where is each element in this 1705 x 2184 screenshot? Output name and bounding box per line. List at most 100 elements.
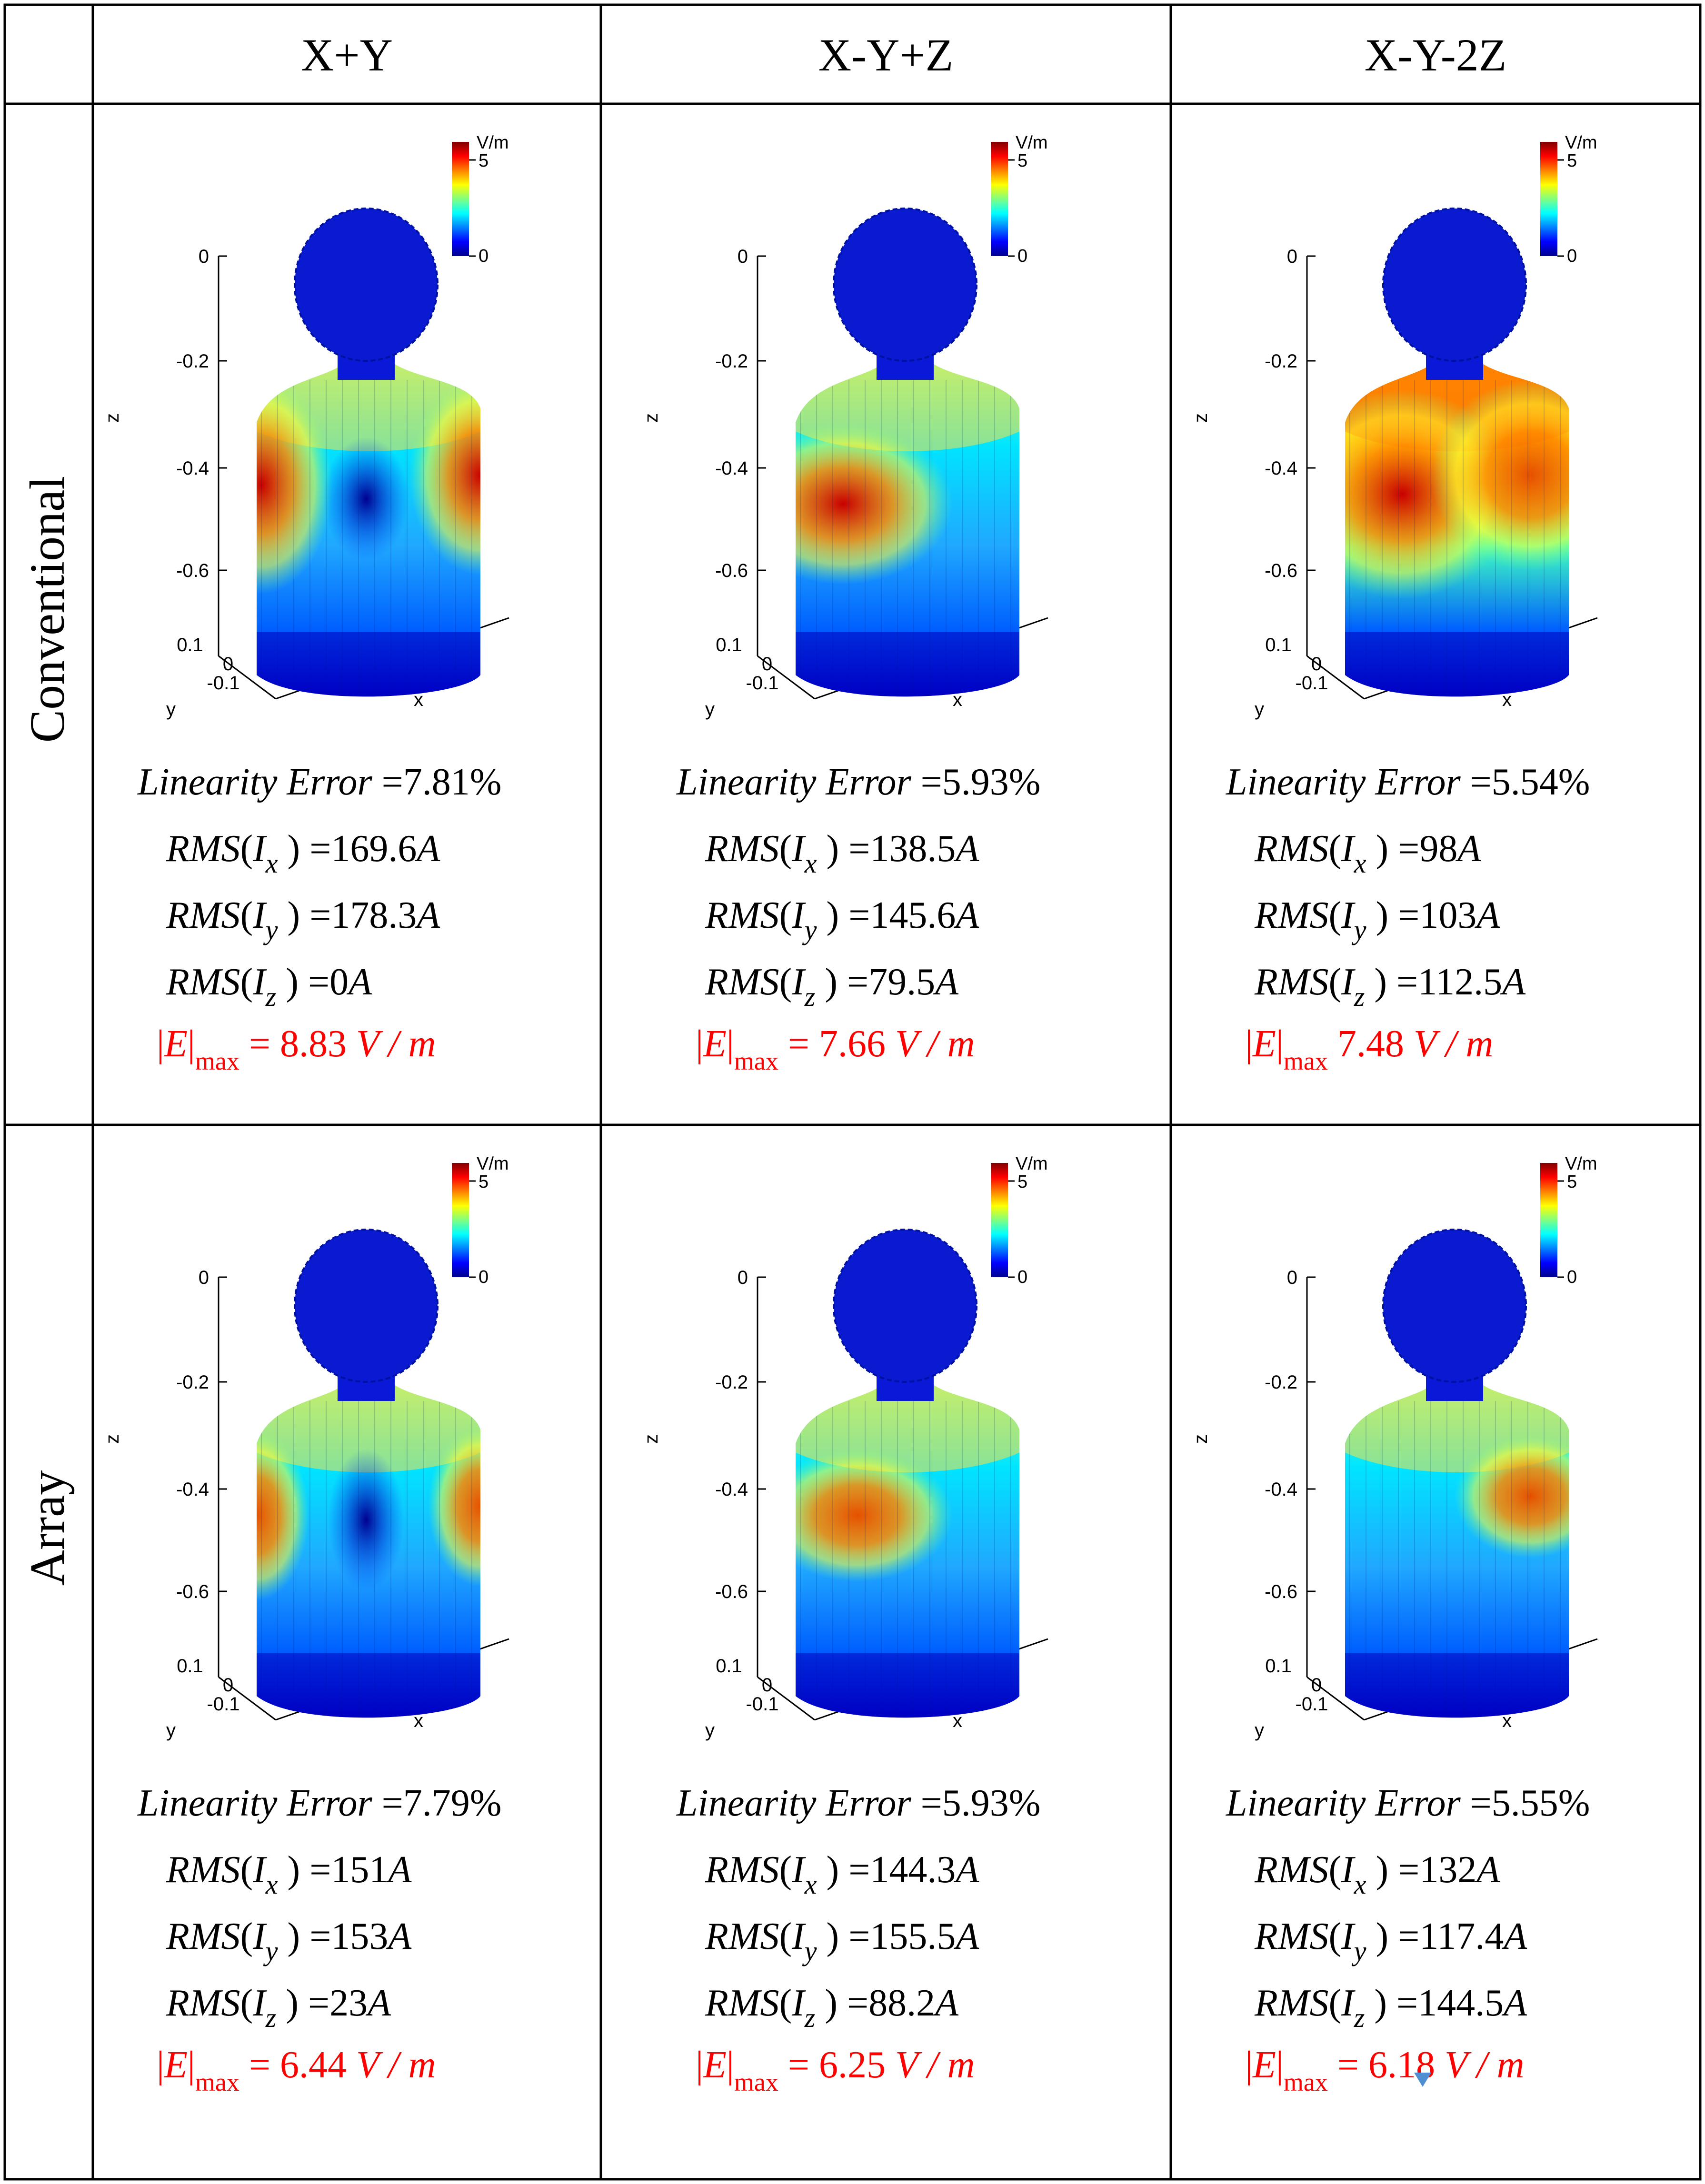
z-tick-label: -0.6 [176,560,209,581]
colorbar-unit: V/m [1565,133,1597,153]
rms-y-line: RMS(Iy ) =153A [166,1916,412,1966]
colorbar-tick: 5 [1017,1172,1027,1192]
emax-line: |E|max = 6.18 V / m [1245,2044,1525,2096]
emax-unit: V / m [356,1023,436,1065]
rms-x-value: 98 [1419,828,1458,870]
linearity-error-line: Linearity Error =7.79% [138,1782,502,1824]
y-tick-label: -0.1 [1296,1694,1328,1715]
linearity-label: Linearity Error [677,761,911,803]
y-tick-label: 0.1 [716,635,742,655]
x-axis-label: x [414,1710,423,1731]
linearity-label: Linearity Error [138,1782,372,1824]
rms-x-line: RMS(Ix ) =132A [1255,1849,1500,1900]
rms-z-value: 79.5 [868,961,936,1003]
z-tick-label: -0.2 [176,351,209,372]
z-tick-label: -0.6 [1265,1581,1297,1602]
emax-value: 6.25 [819,2044,886,2086]
y-axis-label: y [705,699,715,720]
rms-x-line: RMS(Ix ) =151A [166,1849,412,1900]
rms-y-line: RMS(Iy ) =145.6A [705,894,979,945]
colorbar [1540,1163,1557,1277]
linearity-value: 7.81% [403,761,502,803]
y-tick-label: -0.1 [207,673,240,694]
colorbar-unit: V/m [1016,1154,1048,1174]
rms-y-value: 145.6 [870,894,956,936]
heat-spot [1455,1434,1569,1558]
rms-z-value: 144.5 [1418,1982,1504,2024]
y-tick-label: 0 [1311,1675,1322,1696]
y-tick-label: -0.1 [207,1694,240,1715]
rms-y-line: RMS(Iy ) =117.4A [1255,1916,1527,1966]
rms-y-line: RMS(Iy ) =155.5A [705,1916,979,1966]
colorbar-tick: 5 [1567,151,1577,171]
row-label-array: Array [20,1470,75,1586]
heat-spot [257,375,333,594]
rms-x-value: 132 [1419,1849,1477,1891]
colorbar-unit: V/m [477,133,509,153]
rms-z-value: 0 [329,961,349,1003]
rms-z-value: 88.2 [868,1982,936,2024]
column-header-x-plus-y: X+Y [301,29,393,80]
colorbar [452,1163,469,1277]
heat-spot [1431,380,1569,570]
rms-y-line: RMS(Iy ) =178.3A [166,894,440,945]
rms-y-value: 117.4 [1419,1916,1504,1957]
x-axis-label: x [1502,1710,1512,1731]
x-axis-label: x [953,689,962,710]
y-axis-label: y [166,1720,176,1741]
y-tick-label: 0.1 [1265,1656,1292,1677]
z-axis-label: z [641,1434,662,1444]
column-header-x-minus-y-minus-2z: X-Y-2Z [1364,29,1507,80]
heat-spot [328,1449,404,1591]
linearity-error-line: Linearity Error =5.55% [1226,1782,1590,1824]
colorbar-tick: 0 [1567,1267,1577,1287]
table-cell: 0-0.2-0.4-0.6z0.10-0.1y-0.100.1xV/m50Lin… [100,1134,604,2134]
rms-x-line: RMS(Ix ) =98A [1255,828,1481,879]
colorbar-unit: V/m [477,1154,509,1174]
linearity-label: Linearity Error [138,761,372,803]
z-tick-label: -0.4 [715,458,748,479]
y-tick-label: 0.1 [1265,635,1292,655]
colorbar-tick: 0 [1017,1267,1027,1287]
linearity-error-line: Linearity Error =5.93% [677,761,1041,803]
colorbar [1540,142,1557,256]
colorbar [452,142,469,256]
y-axis-label: y [705,1720,715,1741]
colorbar [991,1163,1008,1277]
rms-z-line: RMS(Iz ) =0A [166,961,372,1012]
linearity-value: 7.79% [403,1782,502,1824]
x-axis-label: x [1502,689,1512,710]
linearity-error-line: Linearity Error =5.54% [1226,761,1590,803]
heat-spot [796,423,953,585]
rms-x-value: 138.5 [870,828,956,870]
rms-y-value: 155.5 [870,1916,956,1957]
field-plot: 0-0.2-0.4-0.6z0.10-0.1y-0.100.1xV/m50 [1190,133,1598,720]
z-tick-label: -0.4 [176,1479,209,1500]
colorbar-tick: 0 [479,1267,489,1287]
field-plot: 0-0.2-0.4-0.6z0.10-0.1y-0.100.1xV/m50 [641,133,1048,720]
rms-z-value: 112.5 [1418,961,1503,1003]
y-tick-label: 0 [223,654,233,675]
y-tick-label: 0 [762,1675,772,1696]
rms-z-line: RMS(Iz ) =79.5A [705,961,959,1012]
head [295,208,438,361]
emax-line: |E|max 7.48 V / m [1245,1023,1494,1075]
z-tick-label: -0.4 [1265,458,1297,479]
y-tick-label: 0.1 [177,1656,203,1677]
table-cell: 0-0.2-0.4-0.6z0.10-0.1y-0.100.1xV/m50Lin… [638,113,1143,1113]
z-tick-label: -0.2 [715,1372,748,1393]
z-axis-label: z [102,413,123,423]
z-axis-label: z [102,1434,123,1444]
colorbar-tick: 5 [1567,1172,1577,1192]
x-axis-label: x [953,1710,962,1731]
z-tick-label: 0 [1287,246,1297,267]
colorbar-tick: 5 [1017,151,1027,171]
linearity-label: Linearity Error [1226,1782,1461,1824]
y-axis-label: y [1255,699,1264,720]
linearity-error-line: Linearity Error =5.93% [677,1782,1041,1824]
emax-line: |E|max = 6.25 V / m [696,2044,975,2096]
head [834,208,977,361]
heat-spot [796,1449,953,1582]
z-tick-label: 0 [738,246,748,267]
